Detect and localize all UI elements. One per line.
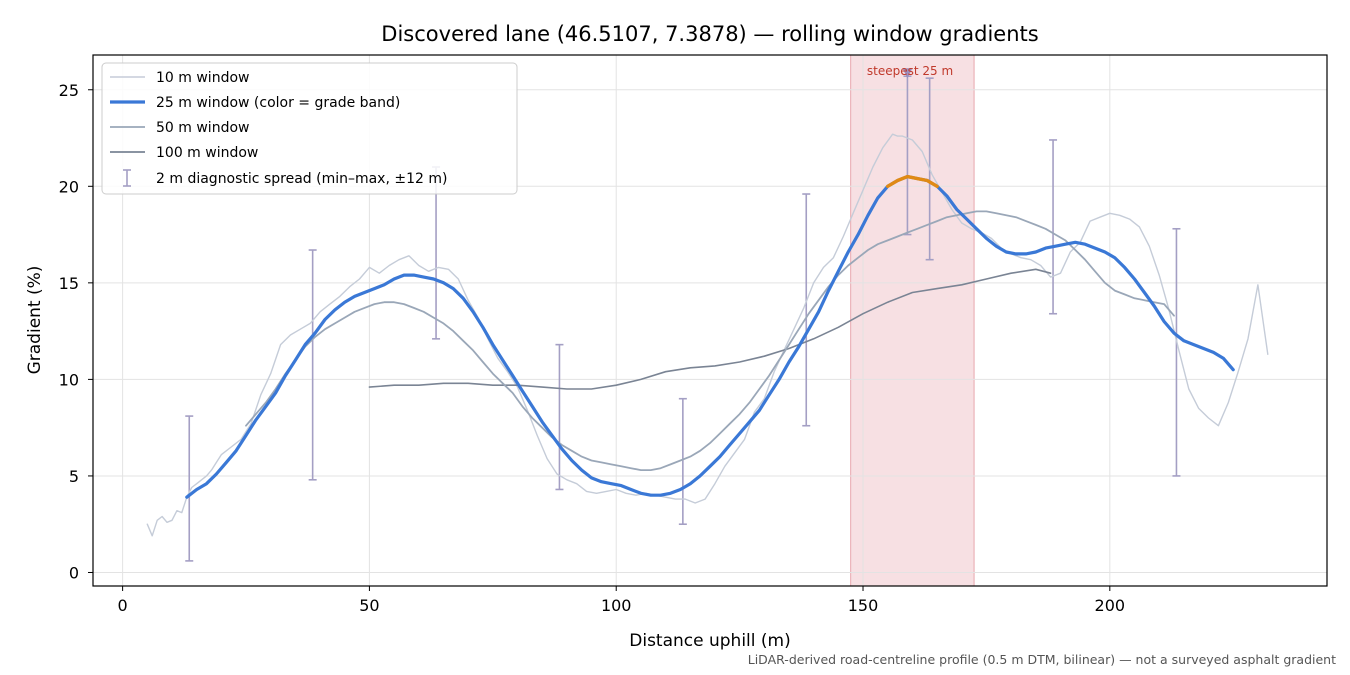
x-tick-label: 100 [601,596,632,615]
legend: 10 m window 25 m window (color = grade b… [101,62,518,195]
errorbar [555,343,564,491]
x-tick-label: 200 [1095,596,1126,615]
steepest-marker [902,68,913,79]
y-axis-label: Gradient (%) [25,266,45,375]
y-tick-label: 10 [59,370,79,389]
legend-label-50m: 50 m window [156,120,249,136]
y-tick-label: 5 [69,467,79,486]
x-tick-label: 50 [359,596,379,615]
errorbar [678,397,687,526]
errorbar [308,249,317,481]
series-lines [146,133,1269,537]
steepest-label: steepest 25 m [867,64,953,78]
errorbar [1172,227,1181,477]
errorbar [802,193,811,427]
axis-ticks: 0 50 100 150 200 0 5 10 15 20 25 [59,81,1125,615]
series-line-w50 [245,210,1175,472]
legend-swatch-errorbar [123,169,131,187]
steepest-band-rect [850,54,975,587]
legend-label-10m: 10 m window [156,70,249,86]
steepest-marker-triangle [902,68,913,79]
y-tick-label: 20 [59,177,79,196]
errorbar [1049,139,1058,315]
chart-title: Discovered lane (46.5107, 7.3878) — roll… [381,22,1038,46]
plot-frame [92,54,1328,587]
x-tick-label: 150 [848,596,879,615]
series-line-w100 [368,268,1052,390]
series-line-w10 [146,133,1269,537]
legend-label-100m: 100 m window [156,145,258,161]
x-tick-label: 0 [118,596,128,615]
legend-label-25m: 25 m window (color = grade band) [156,95,400,111]
series-line-w25 [185,175,1235,499]
y-tick-label: 15 [59,274,79,293]
legend-label-errorbar: 2 m diagnostic spread (min–max, ±12 m) [156,171,447,187]
x-axis-label: Distance uphill (m) [629,631,790,651]
footnote: LiDAR-derived road-centreline profile (0… [748,652,1336,667]
steepest-highlight-band [850,54,975,587]
y-tick-label: 25 [59,81,79,100]
errorbar [185,415,194,562]
y-tick-label: 0 [69,563,79,582]
legend-box [101,62,518,195]
series-line-w25-steep-segment [886,174,939,189]
